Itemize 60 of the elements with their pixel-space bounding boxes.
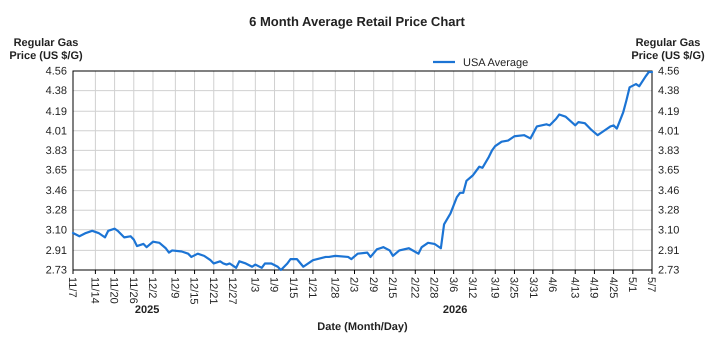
- x-tick-label: 3/6: [446, 277, 459, 292]
- x-tick-label: 11/14: [88, 277, 101, 304]
- y-tick-label: 4.19: [46, 106, 67, 118]
- y-axis-title: Regular Gas Price (US $/G): [9, 37, 84, 62]
- x-tick-label: 3/31: [526, 277, 539, 298]
- y-tick-label: 3.10: [46, 224, 67, 236]
- x-tick-label: 2/28: [428, 277, 440, 298]
- x-tick-label: 1/15: [286, 277, 299, 298]
- x-tick-label: 4/25: [606, 277, 619, 298]
- x-tick-label: 11/7: [66, 277, 78, 298]
- x-tick-label: 12/21: [206, 277, 219, 305]
- y2-tick-label: 3.46: [658, 185, 680, 198]
- y2-tick-label: 3.83: [658, 144, 680, 157]
- y-tick-label: 3.46: [46, 185, 67, 198]
- y2-tick-label: 3.10: [658, 224, 680, 236]
- x-tick-label: 4/6: [546, 277, 558, 292]
- x-tick-label: 1/21: [306, 277, 318, 298]
- x-tick-label: 12/15: [188, 277, 200, 305]
- x-tick-label: 2/9: [366, 277, 379, 292]
- x-tick-label: 2/22: [408, 277, 420, 298]
- y-tick-label: 2.91: [46, 244, 67, 257]
- y2-tick-label: 4.19: [658, 106, 680, 118]
- x-tick-label: 11/20: [108, 277, 120, 304]
- y2-tick-label: 3.28: [658, 204, 680, 217]
- x-tick-label: 3/12: [466, 277, 478, 298]
- y-tick-label: 2.73: [46, 264, 67, 277]
- x-tick-label: 3/25: [508, 277, 520, 298]
- x-axis-title: Date (Month/Day): [317, 321, 408, 333]
- chart-title: 6 Month Average Retail Price Chart: [249, 14, 466, 29]
- y-tick-label: 4.01: [46, 125, 67, 138]
- y2-tick-label: 2.91: [658, 244, 680, 257]
- line-series: [72, 70, 654, 272]
- text: 2026: [442, 304, 468, 316]
- y-tick-label: 3.65: [46, 164, 67, 176]
- x-tick-label: 4/13: [568, 277, 580, 298]
- legend-label: USA Average: [463, 57, 528, 69]
- x-tick-label: 11/26: [126, 277, 139, 304]
- x-tick-label: 1/28: [328, 277, 340, 298]
- x-tick-label: 5/1: [626, 277, 638, 292]
- x-tick-label: 2/15: [386, 277, 398, 298]
- x-tick-label: 12/2: [146, 277, 158, 298]
- y2-tick-label: 4.38: [658, 85, 680, 98]
- x-tick-label: 12/27: [226, 277, 238, 305]
- y2-tick-label: 3.65: [658, 164, 680, 176]
- y-tick-label: 3.83: [46, 144, 67, 157]
- x-tick-label: 1/3: [248, 277, 260, 292]
- y-tick-label: 4.56: [46, 66, 67, 78]
- text: 2025: [134, 304, 160, 316]
- x-tick-label: 2/3: [348, 277, 360, 292]
- y2-tick-label: 4.01: [658, 125, 680, 138]
- y-tick-label: 4.38: [46, 85, 67, 98]
- y2-tick-label: 2.73: [658, 264, 680, 277]
- y-tick-label: 3.28: [46, 204, 67, 217]
- y2-tick-label: 4.56: [658, 66, 680, 78]
- x-tick-label: 3/19: [488, 277, 500, 298]
- x-tick-label: 4/19: [588, 277, 600, 298]
- x-tick-label: 1/9: [268, 277, 280, 292]
- y2-axis-title: Regular Gas Price (US $/G): [631, 37, 706, 62]
- x-tick-label: 12/9: [168, 277, 181, 298]
- x-tick-label: 5/7: [645, 277, 658, 292]
